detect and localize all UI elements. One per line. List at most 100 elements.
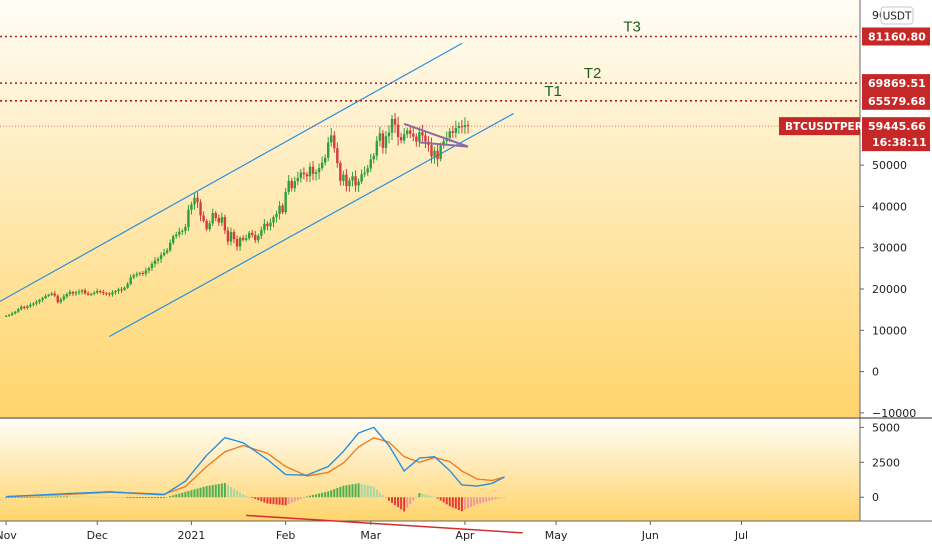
histogram-bar	[166, 496, 169, 498]
time-axis[interactable]: Nov Dec 2021 Feb Mar Apr May Jun Jul	[0, 521, 748, 542]
histogram-bar	[463, 497, 466, 510]
histogram-bar	[132, 497, 135, 499]
candle-body	[114, 291, 117, 293]
candle-body	[111, 292, 114, 295]
histogram-bar	[302, 497, 305, 499]
histogram-bar	[50, 496, 53, 498]
histogram-bar	[184, 491, 187, 498]
candle-body	[117, 289, 120, 292]
histogram-bar	[415, 496, 418, 498]
candle-body	[132, 275, 135, 278]
histogram-bar	[330, 490, 333, 498]
candle-body	[466, 125, 470, 127]
histogram-bar	[357, 483, 360, 498]
target-lines[interactable]	[0, 35, 860, 102]
histogram-bar	[351, 484, 354, 498]
histogram-bar	[78, 496, 81, 498]
divergence-line[interactable]	[246, 514, 523, 534]
candle-body	[460, 125, 464, 128]
candle-body	[62, 296, 66, 300]
histogram-bar	[296, 497, 299, 501]
candle-body	[260, 229, 263, 236]
histogram-bar	[293, 497, 296, 502]
candle-body	[96, 291, 99, 293]
histogram-bar	[105, 496, 108, 498]
time-tick-label: Nov	[0, 529, 17, 542]
histogram-bar	[56, 496, 59, 498]
candle-body	[436, 150, 439, 159]
candle-body	[68, 291, 72, 294]
candle-body	[217, 217, 220, 223]
histogram-bar	[71, 496, 74, 498]
histogram-bar	[126, 497, 129, 499]
wedge-top-line[interactable]	[403, 122, 469, 148]
candle-body	[463, 125, 467, 128]
parallel-channel[interactable]	[0, 42, 514, 338]
candle-body	[266, 223, 269, 227]
histogram-bar	[236, 490, 239, 498]
candle-body	[284, 191, 287, 213]
candle-body	[184, 227, 187, 231]
target-label-t3: T3	[623, 18, 641, 35]
candle-body	[421, 132, 424, 136]
candle-body	[13, 311, 17, 314]
candle-body	[123, 287, 126, 290]
falling-wedge[interactable]	[403, 122, 469, 148]
candle-body	[339, 163, 342, 181]
histogram-bar	[427, 495, 430, 498]
histogram-bar	[454, 497, 457, 509]
candle-body	[345, 174, 348, 187]
price-tick-label: 50000	[872, 159, 907, 172]
target-tag-t2-box	[862, 74, 930, 93]
histogram-bar	[281, 497, 284, 506]
wedge-bottom-line[interactable]	[419, 141, 469, 148]
currency-badge[interactable]: 90 USDT	[872, 6, 914, 25]
candle-body	[357, 181, 360, 186]
candle-body	[281, 205, 284, 213]
candle-body	[451, 131, 454, 133]
candle-body	[317, 168, 321, 173]
candle-body	[442, 141, 445, 146]
histogram-bar	[439, 497, 442, 501]
histogram-bar	[308, 495, 311, 498]
candle-body	[393, 118, 397, 125]
channel-upper-line[interactable]	[0, 42, 463, 302]
histogram-bar	[245, 495, 248, 498]
histogram-bar	[205, 486, 208, 498]
candle-body	[330, 135, 333, 143]
currency-badge-box[interactable]	[880, 6, 914, 25]
candle-body	[159, 255, 163, 259]
time-tick-label: 2021	[177, 529, 205, 542]
histogram-bar	[190, 490, 193, 498]
target-tag-t3-box	[862, 27, 930, 46]
histogram-bar	[120, 497, 123, 498]
candlestick-series	[4, 112, 470, 318]
candle-body	[26, 306, 29, 309]
histogram-bar	[284, 497, 287, 506]
histogram-bar	[23, 496, 26, 498]
histogram-bar	[102, 496, 105, 498]
channel-lower-line[interactable]	[109, 113, 514, 338]
histogram-bar	[84, 496, 87, 498]
target-label-t1: T1	[544, 83, 562, 100]
candle-body	[235, 239, 239, 247]
macd-tick-label: 2500	[872, 456, 900, 469]
histogram-bar	[391, 497, 394, 503]
histogram-bar	[11, 497, 14, 498]
candle-body	[314, 172, 318, 174]
histogram-bar	[68, 496, 71, 498]
candle-body	[354, 176, 357, 186]
candle-body	[53, 293, 56, 296]
candle-body	[457, 125, 461, 128]
candle-body	[241, 237, 245, 240]
histogram-bar	[421, 493, 424, 498]
macd-axis[interactable]: 0 2500 5000	[860, 421, 900, 504]
histogram-bar	[424, 494, 427, 498]
histogram-bar	[26, 496, 29, 498]
histogram-bar	[436, 497, 439, 499]
histogram-bar	[312, 494, 315, 498]
price-axis[interactable]: −10000 0 10000 20000 30000 40000 50000	[860, 159, 916, 420]
divergence-trendline[interactable]	[246, 514, 523, 534]
